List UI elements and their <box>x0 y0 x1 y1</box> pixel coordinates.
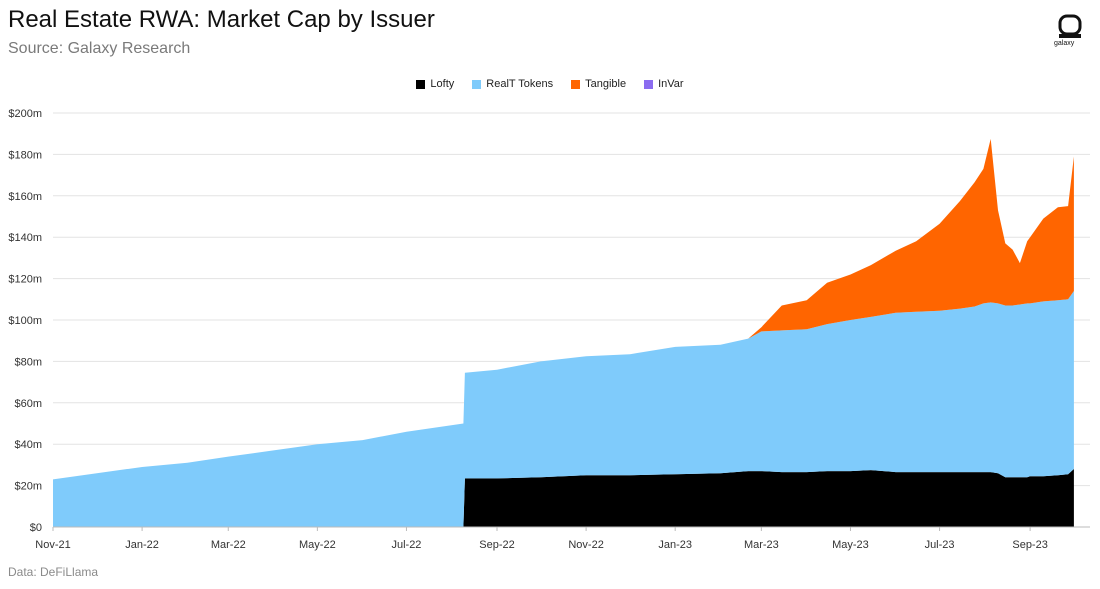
y-tick-label: $180m <box>8 149 42 161</box>
chart-subtitle: Source: Galaxy Research <box>8 40 191 57</box>
galaxy-logo-icon <box>1052 12 1088 56</box>
legend-swatch <box>416 79 426 89</box>
y-tick-label: $200m <box>8 108 42 120</box>
legend-item-tangible: Tangible <box>571 78 626 90</box>
legend-label: Tangible <box>585 78 627 90</box>
legend-item-realt-tokens: RealT Tokens <box>472 78 553 90</box>
y-tick-label: $80m <box>14 356 42 368</box>
y-tick-label: $160m <box>8 191 42 203</box>
y-tick-label: $100m <box>8 315 42 327</box>
legend-label: RealT Tokens <box>486 78 554 90</box>
x-tick-label: Jul-23 <box>925 539 955 551</box>
legend-swatch <box>472 79 482 89</box>
y-tick-label: $20m <box>14 481 42 493</box>
x-tick-label: Nov-21 <box>35 539 70 551</box>
x-tick-label: Jul-22 <box>391 539 421 551</box>
legend-label: InVar <box>658 78 684 90</box>
chart-title: Real Estate RWA: Market Cap by Issuer <box>8 6 435 33</box>
x-tick-label: Sep-22 <box>479 539 514 551</box>
y-tick-label: $0 <box>30 522 42 534</box>
y-tick-label: $120m <box>8 274 42 286</box>
x-tick-label: May-23 <box>832 539 869 551</box>
area-tangible <box>53 138 1074 480</box>
x-tick-label: Sep-23 <box>1012 539 1047 551</box>
legend-item-invar: InVar <box>644 78 684 90</box>
y-tick-label: $60m <box>14 398 42 410</box>
area-lofty <box>53 469 1074 527</box>
y-tick-label: $40m <box>14 439 42 451</box>
legend-swatch <box>571 79 581 89</box>
data-source-note: Data: DeFiLlama <box>8 565 99 579</box>
y-tick-label: $140m <box>8 232 42 244</box>
x-tick-label: Nov-22 <box>568 539 603 551</box>
x-tick-label: Jan-22 <box>125 539 159 551</box>
x-tick-label: Mar-22 <box>211 539 246 551</box>
axes: $0 $20m $40m $60m $80m $100m $120m $140m $160m $1… <box>8 108 1090 551</box>
brand-name: galaxy <box>1054 40 1075 47</box>
area-realt-tokens <box>53 291 1074 527</box>
x-tick-label: Jan-23 <box>658 539 692 551</box>
legend-item-lofty: Lofty <box>416 78 454 90</box>
area-series <box>53 138 1074 527</box>
legend-swatch <box>644 79 654 89</box>
x-tick-label: May-22 <box>299 539 336 551</box>
legend-label: Lofty <box>430 78 455 90</box>
chart-legend: Lofty RealT Tokens Tangible InVar <box>0 78 1100 90</box>
x-tick-label: Mar-23 <box>744 539 779 551</box>
